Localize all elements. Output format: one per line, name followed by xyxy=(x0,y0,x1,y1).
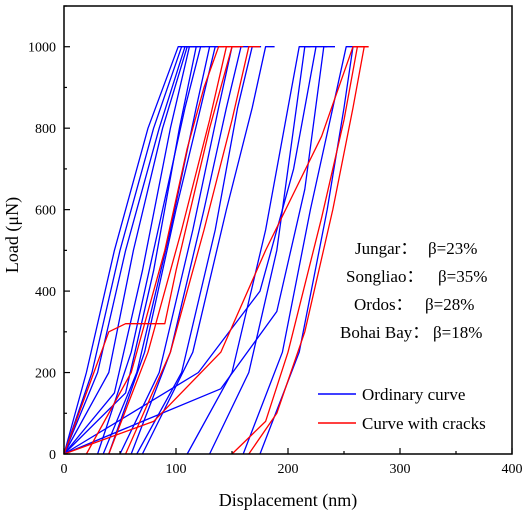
ordinary-curve-6 xyxy=(96,46,210,455)
crack-curve-23 xyxy=(63,46,365,455)
crack-curve-20 xyxy=(85,46,230,455)
x-tick-label: 100 xyxy=(166,462,187,477)
y-tick-label: 600 xyxy=(35,204,56,219)
annotation-ordos-value: β=28% xyxy=(425,295,474,314)
ordinary-curve-18 xyxy=(63,46,335,455)
crack-curve-21 xyxy=(108,46,238,455)
ordinary-curve-14 xyxy=(209,46,316,455)
ordinary-curve-16 xyxy=(259,46,365,455)
ordinary-curve-3 xyxy=(63,46,197,455)
crack-curve-24 xyxy=(231,46,369,455)
ordinary-curve-8 xyxy=(108,46,225,455)
y-tick-label: 1000 xyxy=(28,41,56,56)
ordinary-curve-13 xyxy=(186,46,311,455)
x-tick-label: 200 xyxy=(278,462,299,477)
annotation-jungar-label: Jungar： xyxy=(355,239,417,258)
annotation-songliao-label: Songliao： xyxy=(346,267,423,286)
y-tick-label: 800 xyxy=(35,122,56,137)
ordinary-curve-5 xyxy=(63,46,206,455)
x-tick-label: 400 xyxy=(502,462,523,477)
ordinary-curve-15 xyxy=(242,46,358,455)
legend-label-ordinary: Ordinary curve xyxy=(362,385,465,404)
y-tick-label: 400 xyxy=(35,285,56,300)
curves-group xyxy=(63,46,369,455)
y-tick-label: 200 xyxy=(35,367,56,382)
crack-curve-19 xyxy=(63,46,244,455)
annotation-ordos-label: Ordos： xyxy=(354,295,413,314)
ordinary-curve-0 xyxy=(63,46,188,455)
beta-annotations: Jungar： β=23% Songliao： β=35% Ordos： β=2… xyxy=(340,239,487,342)
annotation-bohai-label: Bohai Bay： xyxy=(340,323,429,342)
axis-ticks: 0 100 200 300 400 0 200 400 600 800 1000 xyxy=(28,5,523,477)
x-tick-label: 0 xyxy=(61,462,68,477)
ordinary-curve-17 xyxy=(63,46,328,455)
legend-label-cracks: Curve with cracks xyxy=(362,414,486,433)
crack-curve-25 xyxy=(248,46,369,455)
x-tick-label: 300 xyxy=(390,462,411,477)
annotation-bohai-value: β=18% xyxy=(433,323,482,342)
annotation-songliao-value: β=35% xyxy=(438,267,487,286)
x-axis-title: Displacement (nm) xyxy=(219,490,357,511)
ordinary-curve-4 xyxy=(63,46,199,455)
y-axis-title: Load (μN) xyxy=(2,197,23,273)
crack-curve-22 xyxy=(125,46,260,455)
y-tick-label: 0 xyxy=(49,448,56,463)
ordinary-curve-2 xyxy=(63,46,194,455)
legend: Ordinary curve Curve with cracks xyxy=(318,385,486,433)
ordinary-curve-12 xyxy=(141,46,275,455)
annotation-jungar-value: β=23% xyxy=(428,239,477,258)
ordinary-curve-1 xyxy=(63,46,190,455)
